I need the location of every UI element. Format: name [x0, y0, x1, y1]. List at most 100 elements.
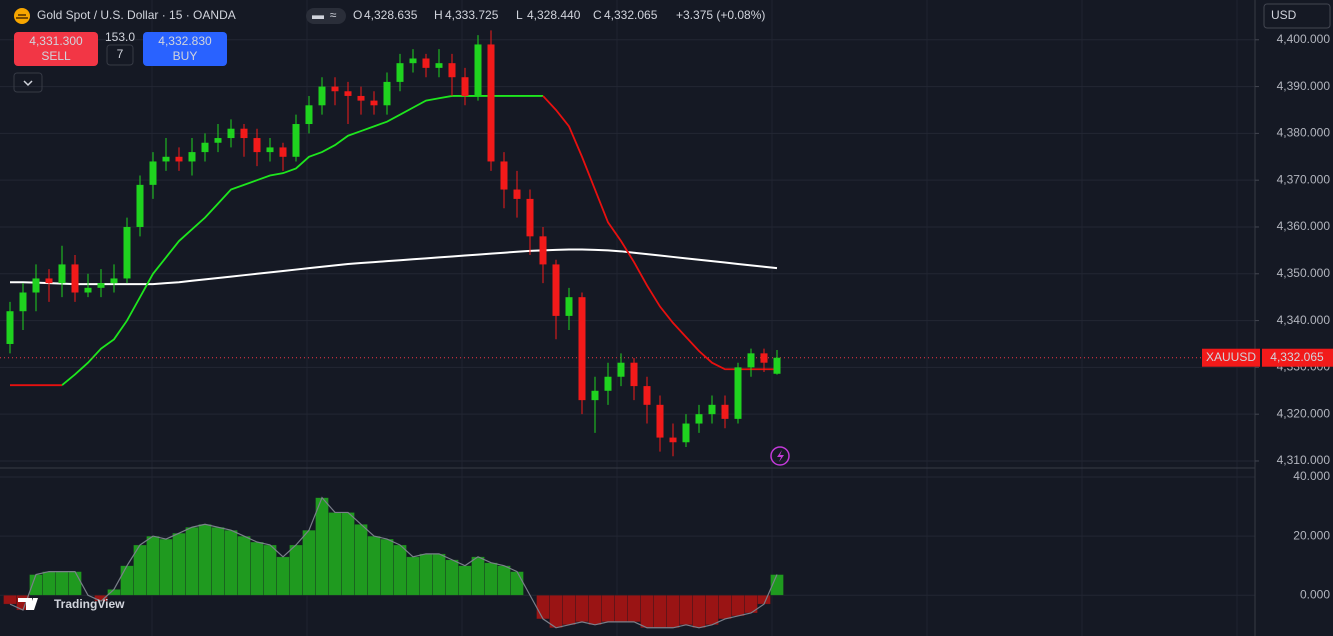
oscillator-pane [3, 496, 784, 629]
candle-body [526, 198, 534, 237]
price-tag [1262, 348, 1333, 367]
oscillator-bar [692, 594, 706, 629]
oscillator-bar [575, 594, 589, 623]
chevron-icon [23, 80, 33, 87]
oscillator-bar [263, 544, 277, 596]
toggle-icon: ▬ [312, 8, 324, 22]
ohlc-key: C [593, 8, 602, 22]
alert-bolt [777, 450, 784, 462]
candle-body [97, 283, 105, 288]
oscillator-bar [250, 541, 264, 596]
oscillator-bar [562, 594, 576, 626]
oscillator-bar [393, 544, 407, 596]
oscillator-bar [185, 526, 199, 596]
buy-price: 4,332.830 [158, 34, 212, 48]
oscillator-bar [679, 594, 693, 626]
candle-body [6, 311, 14, 344]
oscillator-bar [588, 594, 602, 626]
candle-body [175, 156, 183, 162]
candle-body [773, 357, 781, 374]
candle-body [331, 86, 339, 92]
oscillator-bar [614, 594, 628, 623]
toggle[interactable] [306, 8, 346, 24]
currency-select[interactable] [1263, 3, 1331, 29]
alert-icon[interactable] [770, 446, 790, 466]
oscillator-bar [224, 529, 238, 596]
candle-body [45, 278, 53, 284]
candle-body [682, 423, 690, 443]
y-tick-label: 40.000 [1293, 469, 1330, 483]
y-tick-label: 4,390.000 [1277, 79, 1331, 93]
oscillator-bar [315, 497, 329, 596]
oscillator-bar [302, 529, 316, 596]
candle-body [227, 128, 235, 139]
oscillator-bar [367, 535, 381, 596]
candle-body [214, 138, 222, 143]
candle-body [409, 58, 417, 64]
oscillator-bar [380, 538, 394, 596]
sell-button[interactable] [14, 32, 98, 66]
candle-body [422, 58, 430, 68]
candle-body [448, 63, 456, 78]
oscillator-bar [120, 565, 134, 596]
buy-button[interactable] [143, 32, 227, 66]
candle-body [110, 278, 118, 284]
candle-body [279, 147, 287, 157]
oscillator-bar [276, 556, 290, 596]
oscillator-bar [354, 523, 368, 596]
oscillator-bar [42, 571, 56, 596]
y-tick-label: 4,380.000 [1277, 126, 1331, 140]
y-tick-label: 4,310.000 [1277, 453, 1331, 467]
oscillator-bar [29, 574, 43, 596]
price-axis: 4,310.0004,320.0004,330.0004,340.0004,35… [1255, 32, 1330, 601]
oscillator-bar [289, 544, 303, 596]
oscillator-bar [497, 565, 511, 596]
oscillator-bar [536, 594, 550, 620]
oscillator-bar [107, 589, 121, 596]
price-pane [0, 30, 1255, 457]
oscillator-bar [731, 594, 745, 617]
oscillator-bar [471, 556, 485, 596]
symbol-tag-label: XAUUSD [1206, 350, 1256, 364]
candle-body [747, 353, 755, 368]
ohlc-value: 4,328.440 [527, 8, 581, 22]
candle-body [162, 156, 170, 162]
price-change: +3.375 (+0.08%) [676, 8, 765, 22]
moving-average-line [10, 248, 778, 286]
candle-body [32, 278, 40, 293]
candle-body [370, 100, 378, 106]
oscillator-bar [406, 556, 420, 596]
candle-body [617, 362, 625, 377]
candle-body [435, 63, 443, 68]
candle-body [71, 264, 79, 293]
y-tick-label: 4,370.000 [1277, 172, 1331, 186]
collapse-button[interactable] [13, 72, 43, 93]
oscillator-bar [3, 594, 17, 605]
candle-body [513, 189, 521, 199]
candle-body [344, 91, 352, 96]
candle-body [461, 77, 469, 96]
oscillator-bar [653, 594, 667, 629]
candle-body [318, 86, 326, 106]
oscillator-outline [9, 496, 778, 629]
oscillator-bar [705, 594, 719, 626]
candle-body [58, 264, 66, 284]
ohlc-value: 4,328.635 [364, 8, 418, 22]
y-tick-label: 4,340.000 [1277, 313, 1331, 327]
spread-top: 153.0 [105, 30, 135, 44]
oscillator-bar [549, 594, 563, 629]
oscillator-bar [458, 565, 472, 596]
candle-body [292, 124, 300, 157]
candle-body [396, 63, 404, 82]
candle-body [123, 226, 131, 279]
oscillator-bar [601, 594, 615, 623]
ohlc-key: H [434, 8, 443, 22]
oscillator-bar [445, 559, 459, 596]
candle-body [760, 353, 768, 363]
oscillator-bar [432, 553, 446, 596]
oscillator-bar [211, 526, 225, 596]
oscillator-bar [341, 512, 355, 596]
candle-body [708, 404, 716, 415]
oscillator-bar [640, 594, 654, 629]
